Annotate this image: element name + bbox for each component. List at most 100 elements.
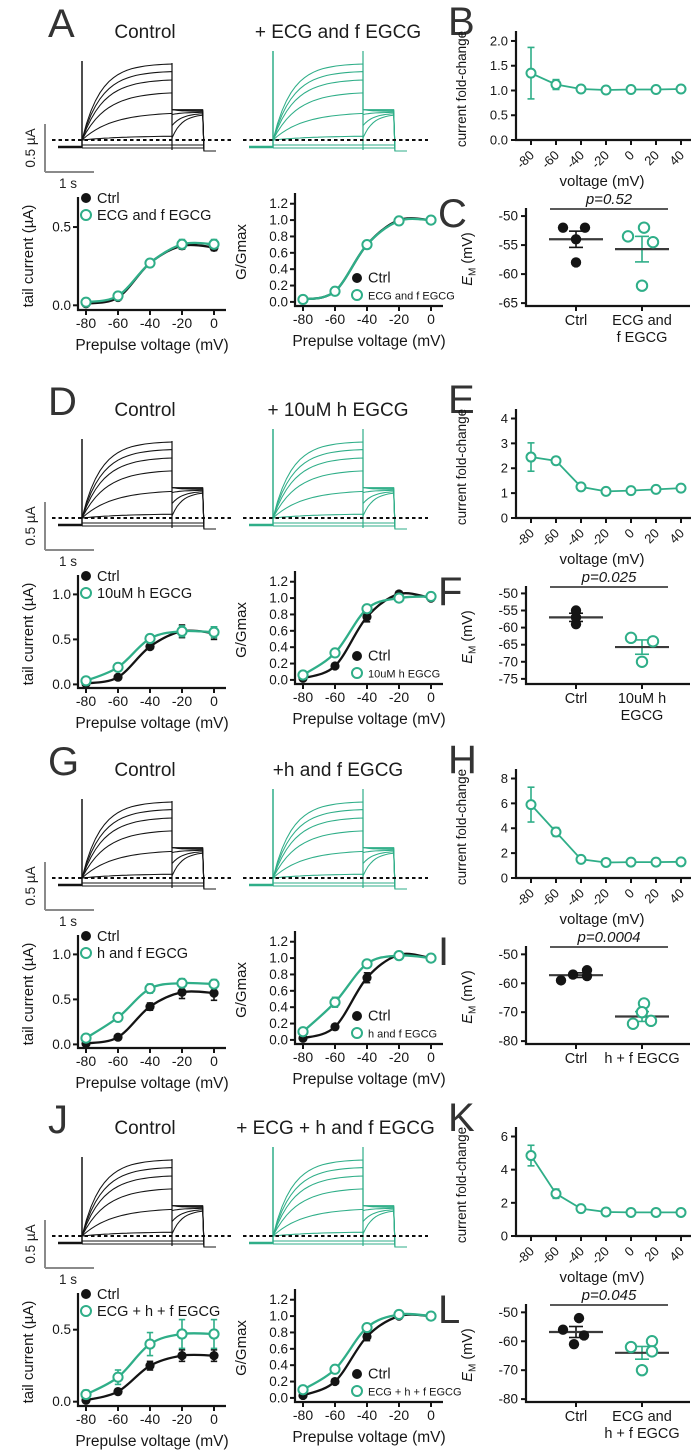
ggmax-chart: 0.00.20.4 0.60.81.0 1.2 -80 -60 -40 -20 0 Prepul… bbox=[233, 571, 446, 728]
svg-text:-55: -55 bbox=[498, 603, 518, 618]
svg-text:-20: -20 bbox=[172, 315, 192, 331]
svg-text:-80: -80 bbox=[76, 1053, 96, 1069]
svg-text:-20: -20 bbox=[389, 689, 409, 705]
figure-row-A: A Control + ECG and f EGCG 0.5 µA 1 s B … bbox=[0, 2, 700, 360]
svg-text:h and f EGCG: h and f EGCG bbox=[97, 946, 188, 962]
svg-text:0.6: 0.6 bbox=[269, 623, 288, 638]
svg-text:current fold-change: current fold-change bbox=[454, 769, 469, 885]
figure-row-D: D Control + 10uM h EGCG 0.5 µA 1 s E 0 1 2… bbox=[0, 380, 700, 738]
svg-text:40: 40 bbox=[666, 526, 687, 547]
panel-letter-H: H bbox=[448, 738, 477, 782]
svg-text:Ctrl: Ctrl bbox=[368, 649, 391, 665]
svg-text:0: 0 bbox=[427, 689, 435, 705]
control-title: Control bbox=[114, 760, 176, 781]
control-title: Control bbox=[114, 22, 176, 43]
svg-text:-60: -60 bbox=[498, 267, 518, 282]
tail-current-chart: 0.0 0.5 -80 -60 -40 -20 0 Prepulse voltage (mV)… bbox=[20, 1287, 229, 1450]
svg-text:-80: -80 bbox=[76, 1411, 96, 1427]
svg-text:0.5: 0.5 bbox=[52, 1322, 71, 1337]
svg-text:ECG + h + f EGCG: ECG + h + f EGCG bbox=[368, 1387, 462, 1399]
svg-text:-60: -60 bbox=[498, 620, 518, 635]
panel-letter-F: F bbox=[438, 570, 463, 614]
scale-current-label: 0.5 µA bbox=[23, 1224, 38, 1263]
svg-text:-80: -80 bbox=[513, 886, 537, 910]
svg-text:Ctrl: Ctrl bbox=[565, 1051, 588, 1067]
svg-text:0: 0 bbox=[427, 1049, 435, 1065]
svg-text:0.2: 0.2 bbox=[269, 1374, 288, 1389]
scale-time-label: 1 s bbox=[59, 554, 77, 569]
svg-text:-80: -80 bbox=[293, 1049, 313, 1065]
svg-text:tail current (µA): tail current (µA) bbox=[20, 1301, 37, 1404]
svg-text:10uM h EGCG: 10uM h EGCG bbox=[368, 669, 440, 681]
svg-text:0: 0 bbox=[501, 511, 508, 526]
svg-text:2: 2 bbox=[501, 461, 508, 476]
svg-text:0.2: 0.2 bbox=[269, 278, 288, 293]
svg-text:-40: -40 bbox=[563, 526, 587, 550]
svg-text:0: 0 bbox=[427, 311, 435, 327]
svg-text:1.0: 1.0 bbox=[52, 587, 71, 602]
scale-bar: 0.5 µA 1 s bbox=[23, 502, 94, 569]
panel-letter-G: G bbox=[48, 740, 80, 784]
tail-current-chart: 0.0 0.5 1.0 -80 -60 -40 -20 0 Prepulse voltage (… bbox=[20, 929, 229, 1092]
svg-text:10uM h EGCG: 10uM h EGCG bbox=[97, 586, 192, 602]
svg-text:G/Gmax: G/Gmax bbox=[233, 1320, 250, 1376]
svg-text:f EGCG: f EGCG bbox=[617, 330, 668, 346]
svg-text:p=0.0004: p=0.0004 bbox=[577, 929, 641, 946]
svg-text:voltage (mV): voltage (mV) bbox=[559, 911, 644, 928]
svg-text:-70: -70 bbox=[498, 654, 518, 669]
treatment-title: + 10uM h EGCG bbox=[267, 400, 409, 421]
svg-text:-40: -40 bbox=[563, 886, 587, 910]
svg-text:Ctrl: Ctrl bbox=[565, 691, 588, 707]
svg-text:-80: -80 bbox=[513, 526, 537, 550]
svg-text:Prepulse voltage (mV): Prepulse voltage (mV) bbox=[75, 715, 228, 732]
svg-text:-70: -70 bbox=[498, 1005, 518, 1020]
svg-text:-65: -65 bbox=[498, 637, 518, 652]
svg-text:0.4: 0.4 bbox=[269, 262, 288, 277]
svg-text:1.0: 1.0 bbox=[269, 951, 288, 966]
panel-letter-A: A bbox=[48, 2, 75, 46]
ggmax-chart: 0.00.20.4 0.60.81.0 1.2 -80 -60 -40 -20 0 Prepul… bbox=[233, 193, 455, 350]
svg-text:p=0.025: p=0.025 bbox=[581, 569, 637, 586]
svg-text:1.0: 1.0 bbox=[269, 1309, 288, 1324]
svg-text:4: 4 bbox=[501, 1162, 508, 1177]
svg-text:0: 0 bbox=[501, 1229, 508, 1244]
svg-text:0.4: 0.4 bbox=[269, 1000, 288, 1015]
svg-text:1.0: 1.0 bbox=[52, 947, 71, 962]
svg-text:-40: -40 bbox=[563, 148, 587, 172]
svg-text:voltage (mV): voltage (mV) bbox=[559, 1269, 644, 1286]
svg-text:10uM h: 10uM h bbox=[618, 691, 666, 707]
svg-text:0.6: 0.6 bbox=[269, 983, 288, 998]
svg-text:2: 2 bbox=[501, 846, 508, 861]
svg-text:-60: -60 bbox=[538, 526, 562, 550]
svg-text:-80: -80 bbox=[293, 1407, 313, 1423]
svg-text:ECG and: ECG and bbox=[612, 313, 672, 329]
svg-text:Ctrl: Ctrl bbox=[565, 313, 588, 329]
svg-text:0.6: 0.6 bbox=[269, 245, 288, 260]
svg-text:-75: -75 bbox=[498, 671, 518, 686]
svg-text:-20: -20 bbox=[389, 1049, 409, 1065]
scale-bar: 0.5 µA 1 s bbox=[23, 862, 94, 929]
svg-text:0.5: 0.5 bbox=[52, 992, 71, 1007]
svg-text:EM (mV): EM (mV) bbox=[460, 1328, 479, 1381]
svg-text:tail current (µA): tail current (µA) bbox=[20, 205, 37, 308]
svg-text:0: 0 bbox=[427, 1407, 435, 1423]
svg-text:-80: -80 bbox=[513, 148, 537, 172]
svg-text:-20: -20 bbox=[172, 1053, 192, 1069]
treatment-current-traces bbox=[243, 429, 428, 530]
svg-text:-40: -40 bbox=[140, 693, 160, 709]
control-current-traces bbox=[52, 799, 234, 890]
svg-text:-40: -40 bbox=[140, 315, 160, 331]
svg-text:20: 20 bbox=[641, 886, 662, 907]
svg-text:Prepulse voltage (mV): Prepulse voltage (mV) bbox=[75, 1075, 228, 1092]
svg-text:0.0: 0.0 bbox=[52, 1394, 71, 1409]
svg-text:ECG and f EGCG: ECG and f EGCG bbox=[97, 208, 211, 224]
svg-text:ECG and f EGCG: ECG and f EGCG bbox=[368, 291, 455, 303]
svg-text:0: 0 bbox=[210, 315, 218, 331]
svg-text:1.0: 1.0 bbox=[269, 213, 288, 228]
scale-time-label: 1 s bbox=[59, 1272, 77, 1287]
